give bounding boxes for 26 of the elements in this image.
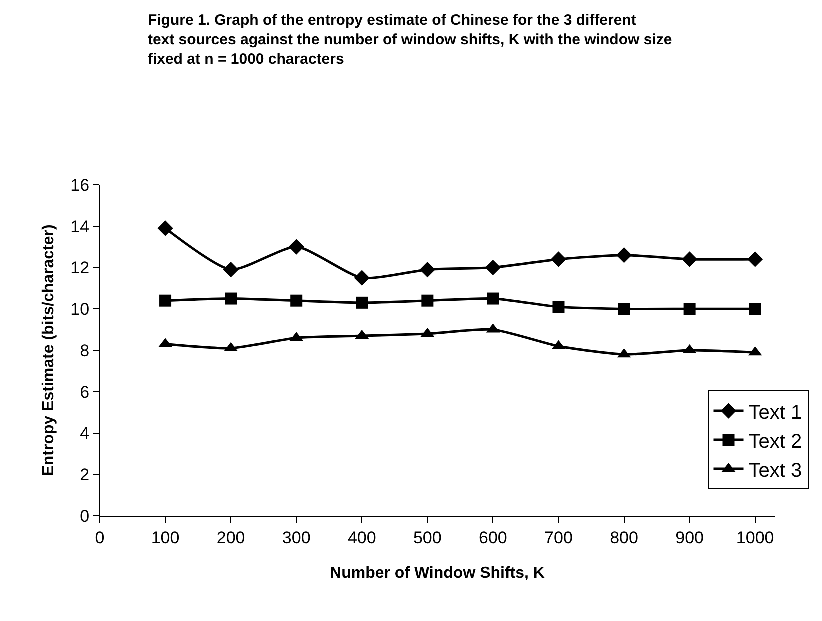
y-tick-label: 16 [70, 176, 90, 195]
legend-label: Text 3 [748, 460, 802, 482]
y-tick-label: 10 [70, 300, 90, 320]
y-tick-label: 6 [80, 382, 90, 402]
x-tick-label: 900 [676, 528, 704, 548]
x-axis-title: Number of Window Shifts, K [330, 565, 546, 582]
y-tick-label: 2 [80, 466, 90, 485]
x-tick-label: 300 [282, 528, 311, 548]
x-tick-label: 700 [544, 528, 573, 548]
x-tick-label: 600 [479, 528, 508, 548]
y-tick-label: 8 [80, 341, 90, 360]
y-tick-label: 14 [70, 217, 90, 236]
x-tick-label: 1000 [736, 528, 774, 548]
x-tick-label: 400 [348, 528, 376, 548]
chart-title: Figure 1. Graph of the entropy estimate of Chinese for the 3 different text sources against the number of window shifts, K with the window size fixed at n = 1000 characters [148, 12, 672, 68]
y-tick-label: 0 [80, 506, 90, 526]
x-tick-label: 500 [413, 528, 442, 548]
legend-label: Text 2 [748, 430, 802, 453]
x-tick-label: 800 [610, 528, 638, 548]
y-tick-label: 12 [70, 258, 90, 278]
y-axis-title: Entropy Estimate (bits/character) [40, 224, 58, 476]
x-tick-label: 200 [216, 528, 246, 548]
legend-label: Text 1 [748, 402, 802, 424]
x-tick-label: 0 [95, 528, 105, 548]
y-tick-label: 4 [80, 424, 90, 444]
x-tick-label: 100 [151, 528, 180, 548]
